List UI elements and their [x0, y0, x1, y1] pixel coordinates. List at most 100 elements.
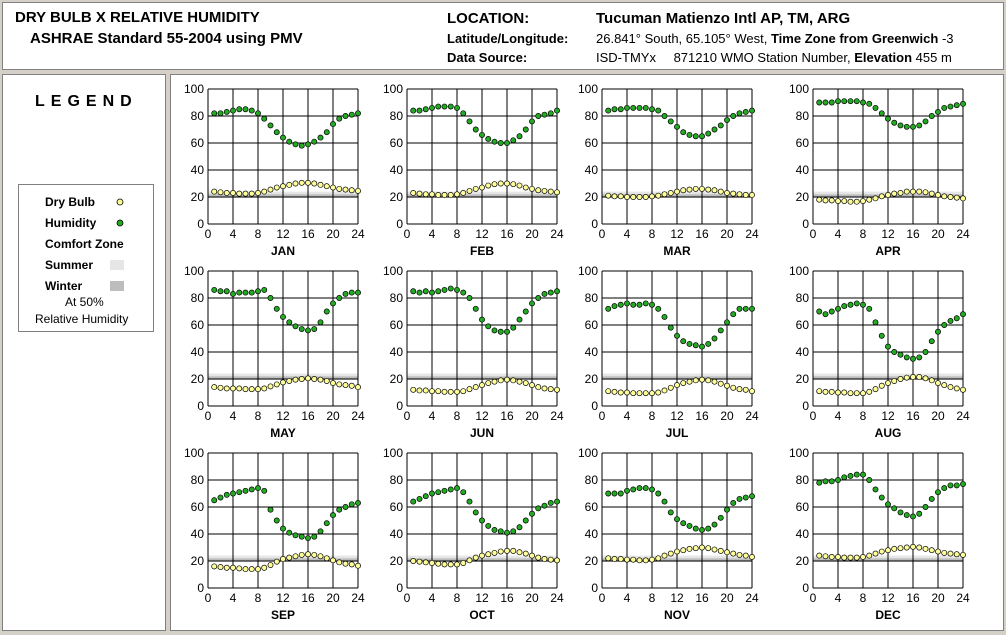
humidity-point	[853, 300, 860, 307]
humidity-point	[522, 126, 529, 133]
dry-bulb-point	[742, 192, 749, 198]
x-tick-label: 12	[276, 227, 290, 241]
y-tick-label: 100	[383, 446, 403, 460]
humidity-point	[897, 509, 904, 516]
dry-bulb-point	[510, 547, 517, 554]
dry-bulb-point	[435, 192, 442, 198]
humidity-point	[447, 103, 454, 110]
humidity-point	[661, 313, 668, 320]
dry-bulb-point	[636, 390, 643, 397]
humidity-point	[317, 528, 324, 535]
dry-bulb-point	[692, 185, 699, 192]
humidity-point	[730, 500, 737, 506]
humidity-point	[535, 113, 542, 119]
dry-bulb-point	[479, 382, 485, 389]
x-tick-label: 16	[301, 227, 315, 241]
dry-bulb-point	[441, 192, 448, 198]
humidity-point	[236, 289, 243, 296]
humidity-point	[466, 118, 473, 125]
dry-bulb-point	[466, 557, 473, 564]
dry-bulb-point	[699, 376, 705, 383]
dry-bulb-point	[828, 388, 835, 395]
dry-bulb-point	[649, 390, 655, 397]
humidity-point	[642, 300, 649, 307]
humidity-point	[872, 104, 879, 111]
humidity-point	[835, 305, 841, 312]
dry-bulb-point	[311, 180, 318, 187]
humidity-point	[680, 129, 687, 136]
dry-bulb-point	[822, 553, 829, 560]
dry-bulb-point	[928, 190, 935, 197]
x-tick-label: 12	[475, 227, 489, 241]
humidity-point	[922, 349, 929, 355]
humidity-point	[479, 517, 485, 524]
humidity-point	[866, 305, 873, 312]
dry-bulb-point	[916, 544, 923, 551]
humidity-point	[522, 308, 529, 315]
dry-bulb-point	[317, 181, 324, 188]
dry-bulb-point	[630, 556, 637, 563]
humidity-point	[273, 129, 280, 136]
y-tick-label: 0	[802, 581, 809, 595]
y-tick-label: 0	[396, 581, 403, 595]
humidity-point	[953, 102, 960, 109]
humidity-point	[742, 305, 749, 312]
dry-bulb-point	[916, 374, 923, 380]
dry-bulb-point	[860, 390, 866, 397]
y-tick-label: 100	[789, 264, 809, 278]
humidity-point	[749, 107, 755, 114]
humidity-point	[816, 479, 823, 486]
humidity-point	[223, 109, 230, 115]
humidity-point	[630, 486, 637, 493]
humidity-point	[497, 528, 504, 535]
chart-area: 0 20 40 60 80 100 0 4 8 12 16 20 24 JAN 0 20 40 60 80 100 0 4…	[170, 74, 1004, 631]
latlon-line: 26.841° South, 65.105° West, Time Zone f…	[596, 31, 954, 46]
humidity-point	[630, 301, 637, 308]
humidity-point	[705, 525, 712, 532]
dry-bulb-point	[460, 388, 467, 395]
dry-bulb-point	[336, 559, 343, 566]
humidity-point	[472, 509, 479, 516]
x-tick-label: 24	[351, 227, 365, 241]
x-tick-label: 20	[720, 409, 734, 423]
humidity-point	[674, 332, 680, 339]
humidity-point	[860, 99, 866, 106]
humidity-point	[897, 351, 904, 358]
x-tick-label: 4	[230, 409, 237, 423]
dry-bulb-point	[717, 188, 724, 195]
y-tick-label: 60	[390, 318, 404, 332]
dry-bulb-point	[242, 386, 249, 393]
dry-bulb-point	[554, 189, 560, 196]
x-tick-label: 4	[835, 227, 842, 241]
dry-bulb-point	[661, 191, 668, 198]
month-label: JAN	[271, 244, 295, 258]
month-label: JUL	[666, 426, 689, 440]
humidity-point	[847, 473, 854, 479]
humidity-point	[686, 340, 693, 347]
humidity-point	[429, 104, 435, 111]
y-tick-label: 20	[585, 372, 599, 386]
month-label: MAY	[270, 426, 296, 440]
humidity-point	[529, 118, 535, 125]
humidity-point	[941, 104, 948, 111]
elevation-label: Elevation	[854, 50, 913, 65]
legend-comfort-zone-label: Comfort Zone	[45, 237, 124, 251]
dry-bulb-point	[903, 374, 910, 381]
dry-bulb-point	[891, 378, 898, 384]
humidity-point	[860, 471, 866, 478]
dry-bulb-point	[497, 548, 504, 555]
y-tick-label: 100	[184, 82, 204, 96]
x-tick-label: 20	[326, 409, 340, 423]
dry-bulb-point	[261, 385, 268, 392]
humidity-point	[547, 110, 554, 117]
dry-bulb-point	[516, 182, 523, 189]
x-tick-label: 24	[550, 227, 564, 241]
dry-bulb-point	[280, 379, 286, 386]
y-tick-label: 40	[796, 345, 810, 359]
humidity-point	[504, 328, 510, 335]
x-tick-label: 4	[624, 591, 631, 605]
humidity-point	[535, 505, 542, 512]
dry-bulb-point	[897, 189, 904, 196]
humidity-point	[749, 493, 755, 500]
x-tick-label: 24	[956, 409, 970, 423]
